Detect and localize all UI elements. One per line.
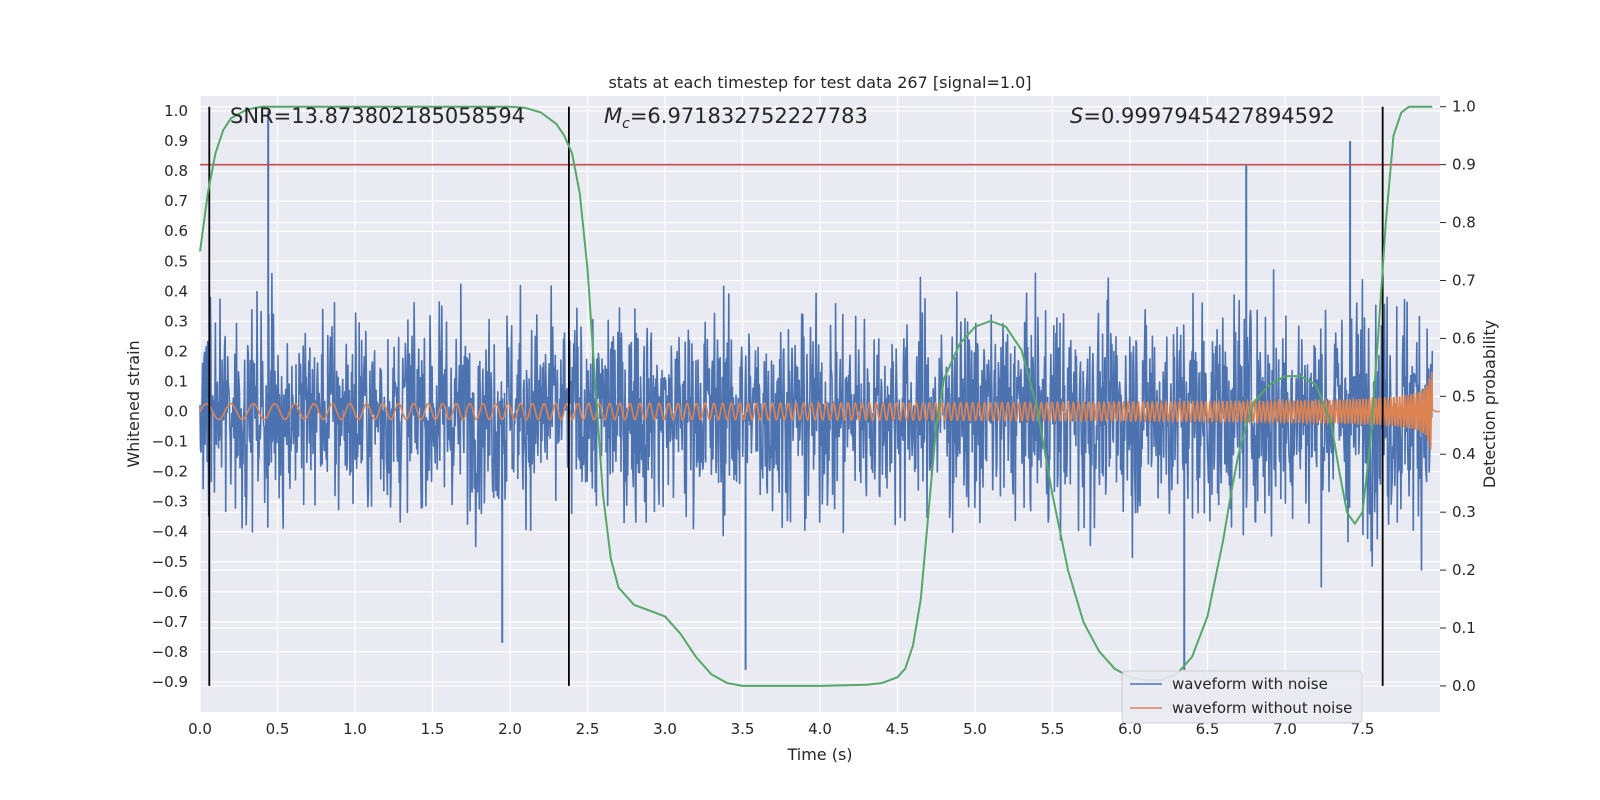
y-right-tick-label: 0.1 [1452,619,1476,637]
y-right-tick-label: 1.0 [1452,98,1476,116]
x-tick-label: 7.5 [1351,720,1375,738]
y-tick-label: −0.9 [152,673,188,691]
y-tick-label: 0.5 [164,252,188,270]
y-tick-label: −0.4 [152,523,188,541]
y-tick-label: 0.9 [164,132,188,150]
y-tick-label: −0.6 [152,583,188,601]
vertical-markers [208,106,1384,686]
y-right-tick-label: 0.0 [1452,677,1476,695]
legend-label-noise: waveform with noise [1172,675,1328,693]
y-tick-label: −0.7 [152,613,188,631]
probability-trace [199,105,1433,687]
x-tick-label: 6.0 [1118,720,1142,738]
y-right-tick-label: 0.4 [1452,445,1476,463]
snr-annotation: SNR=13.873802185058594 [230,104,525,128]
y-right-axis-ticks: 1.0 0.9 0.8 0.7 0.6 0.5 0.4 0.3 0.2 0.1 0.0 [1440,98,1476,695]
x-axis-ticks: 0.0 0.5 1.0 1.5 2.0 2.5 3.0 3.5 4.0 4.5 5.0 5.5 6.0 6… [188,720,1374,738]
y-right-tick-label: 0.8 [1452,214,1476,232]
y-right-tick-label: 0.2 [1452,561,1476,579]
x-tick-label: 1.0 [343,720,367,738]
mc-annotation: Mc=6.971832752227783 [604,104,868,132]
y-tick-label: 0.0 [164,403,188,421]
x-tick-label: 0.5 [266,720,290,738]
legend: waveform with noise waveform without noi… [1121,670,1363,724]
chart-title: stats at each timestep for test data 267… [608,73,1031,92]
y-right-tick-label: 0.6 [1452,329,1476,347]
s-value: =0.9997945427894592 [1083,104,1334,128]
y-tick-label: 1.0 [164,102,188,120]
mc-subscript: c [622,116,630,132]
mc-value: =6.971832752227783 [630,104,868,128]
x-tick-label: 4.5 [886,720,910,738]
x-tick-label: 7.0 [1273,720,1297,738]
y-right-tick-label: 0.7 [1452,271,1476,289]
y-tick-label: 0.6 [164,222,188,240]
y-tick-label: 0.7 [164,192,188,210]
waveform-with-noise-line [199,111,1434,670]
y-tick-label: 0.8 [164,162,188,180]
x-tick-label: 3.0 [653,720,677,738]
x-tick-label: 3.5 [731,720,755,738]
x-tick-label: 0.0 [188,720,212,738]
x-axis-label: Time (s) [786,745,852,764]
y-tick-label: 0.2 [164,342,188,360]
y-right-tick-label: 0.5 [1452,387,1476,405]
detection-probability-line [199,105,1433,687]
y-tick-label: −0.1 [152,433,188,451]
x-tick-label: 6.5 [1196,720,1220,738]
legend-label-clean: waveform without noise [1172,699,1352,717]
chirp-trace [199,372,1440,451]
y-tick-label: −0.2 [152,463,188,481]
y-right-axis-label: Detection probability [1480,320,1499,488]
legend-box [1121,670,1363,724]
x-tick-label: 4.0 [808,720,832,738]
waveform-without-noise-line [199,372,1440,451]
x-tick-label: 5.5 [1041,720,1065,738]
y-tick-label: 0.3 [164,312,188,330]
y-right-tick-label: 0.9 [1452,156,1476,174]
y-right-tick-label: 0.3 [1452,503,1476,521]
x-tick-label: 1.5 [421,720,445,738]
x-tick-label: 2.5 [576,720,600,738]
y-tick-label: 0.1 [164,372,188,390]
y-tick-label: −0.3 [152,493,188,511]
s-symbol: S [1070,104,1083,128]
x-tick-label: 2.0 [498,720,522,738]
y-tick-label: −0.8 [152,643,188,661]
noise-trace [199,269,1434,588]
x-tick-label: 5.0 [963,720,987,738]
mc-symbol: M [604,104,622,128]
y-tick-label: 0.4 [164,282,188,300]
y-axis-label: Whitened strain [124,340,143,467]
s-annotation: S=0.9997945427894592 [1070,104,1335,128]
y-axis-ticks: 1.0 0.9 0.8 0.7 0.6 0.5 0.4 0.3 0.2 0.1 0.0 −0.1 −0.… [152,102,188,691]
y-tick-label: −0.5 [152,553,188,571]
